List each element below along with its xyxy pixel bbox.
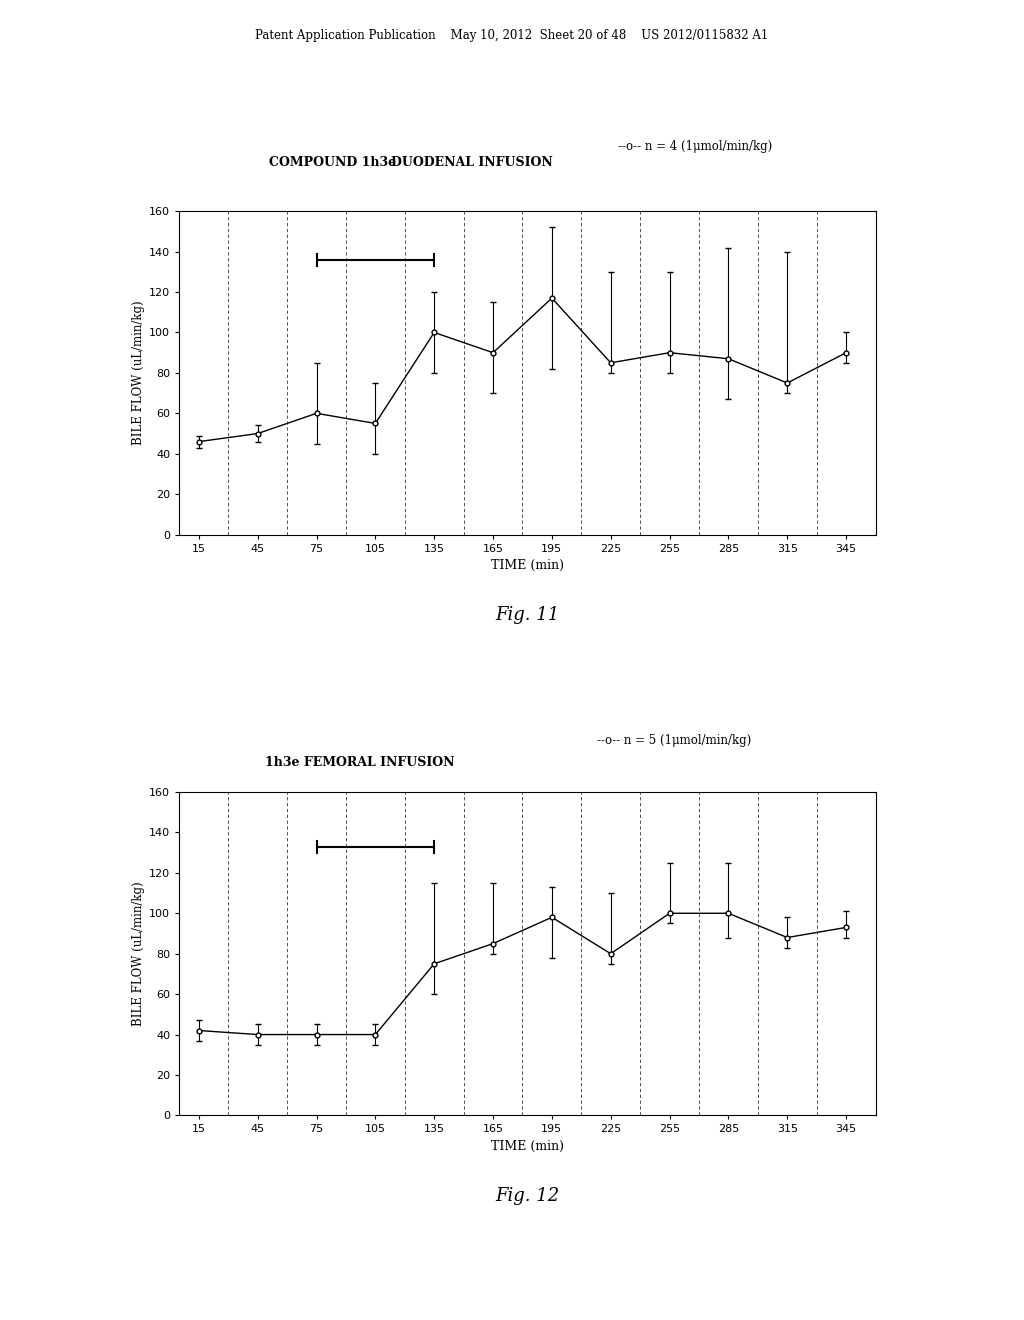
Text: 1h3e FEMORAL INFUSION: 1h3e FEMORAL INFUSION: [265, 756, 455, 770]
Text: Fig. 11: Fig. 11: [496, 606, 559, 624]
X-axis label: TIME (min): TIME (min): [490, 1140, 564, 1152]
Y-axis label: BILE FLOW (uL/min/kg): BILE FLOW (uL/min/kg): [132, 301, 144, 445]
X-axis label: TIME (min): TIME (min): [490, 560, 564, 572]
Text: DUODENAL INFUSION: DUODENAL INFUSION: [391, 156, 553, 169]
Text: --o-- n = 4 (1μmol/min/kg): --o-- n = 4 (1μmol/min/kg): [617, 140, 772, 153]
Y-axis label: BILE FLOW (uL/min/kg): BILE FLOW (uL/min/kg): [132, 882, 144, 1026]
Text: Fig. 12: Fig. 12: [496, 1187, 559, 1205]
Text: --o-- n = 5 (1μmol/min/kg): --o-- n = 5 (1μmol/min/kg): [597, 734, 752, 747]
Text: COMPOUND 1h3e: COMPOUND 1h3e: [269, 156, 396, 169]
Text: Patent Application Publication    May 10, 2012  Sheet 20 of 48    US 2012/011583: Patent Application Publication May 10, 2…: [255, 29, 769, 42]
